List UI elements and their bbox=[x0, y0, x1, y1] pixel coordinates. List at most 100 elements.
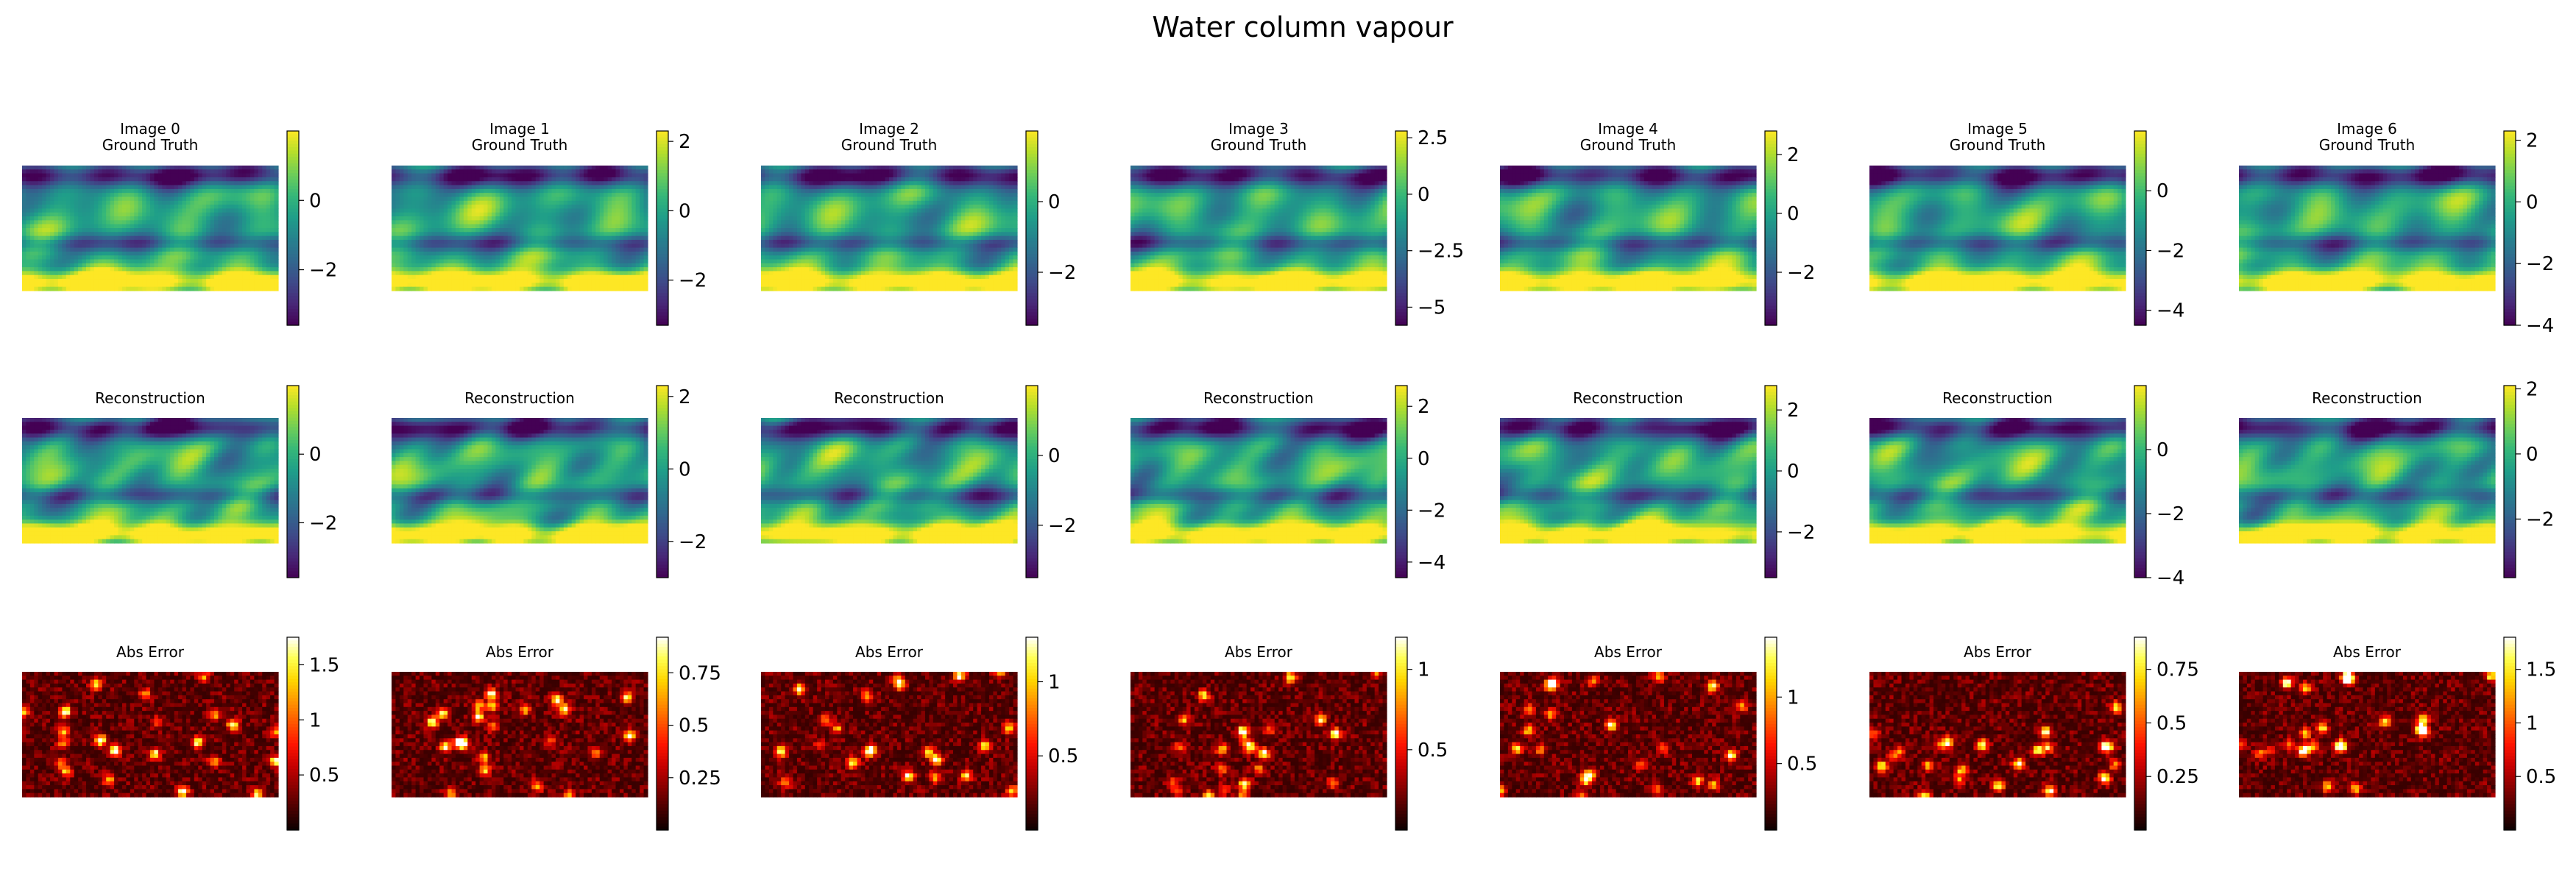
heatmap-cell bbox=[142, 228, 146, 233]
heatmap-cell bbox=[70, 260, 74, 264]
heatmap-cell bbox=[186, 283, 191, 287]
heatmap-cell bbox=[166, 208, 171, 213]
heatmap-cell bbox=[82, 181, 87, 185]
heatmap-cell bbox=[146, 185, 151, 190]
heatmap-cell bbox=[54, 224, 59, 229]
heatmap-cell bbox=[42, 205, 46, 209]
heatmap-cell bbox=[150, 177, 155, 182]
heatmap-cell bbox=[106, 169, 110, 174]
heatmap-cell bbox=[178, 197, 183, 202]
heatmap-cell bbox=[82, 208, 87, 213]
heatmap-cell bbox=[54, 189, 59, 194]
heatmap-cell bbox=[194, 224, 199, 229]
heatmap-cell bbox=[118, 189, 123, 194]
heatmap-cell bbox=[134, 275, 138, 280]
heatmap-cell bbox=[247, 174, 251, 178]
heatmap-cell bbox=[138, 197, 143, 202]
heatmap-cell bbox=[258, 174, 263, 178]
heatmap-cell bbox=[262, 185, 266, 190]
heatmap-cell bbox=[150, 166, 155, 170]
heatmap-cell bbox=[30, 185, 35, 190]
heatmap-cell bbox=[54, 174, 59, 178]
heatmap-cell bbox=[186, 240, 191, 244]
heatmap-cell bbox=[142, 189, 146, 194]
heatmap-cell bbox=[114, 181, 118, 185]
heatmap-cell bbox=[26, 220, 30, 224]
heatmap-cell bbox=[206, 236, 210, 241]
heatmap-cell bbox=[110, 224, 115, 229]
heatmap-cell bbox=[242, 279, 247, 283]
heatmap-cell bbox=[82, 193, 87, 197]
heatmap-cell bbox=[142, 244, 146, 248]
heatmap-cell bbox=[38, 248, 43, 252]
heatmap-cell bbox=[218, 193, 222, 197]
heatmap-cell bbox=[214, 248, 219, 252]
heatmap-cell bbox=[38, 236, 43, 241]
heatmap-cell bbox=[46, 236, 51, 241]
heatmap-cell bbox=[266, 279, 271, 283]
heatmap-cell bbox=[114, 220, 118, 224]
heatmap-cell bbox=[230, 252, 235, 256]
heatmap-cell bbox=[183, 267, 187, 272]
heatmap-cell bbox=[183, 252, 187, 256]
heatmap-cell bbox=[178, 224, 183, 229]
heatmap-cell bbox=[26, 287, 30, 291]
heatmap-cell bbox=[38, 181, 43, 185]
heatmap-cell bbox=[198, 197, 202, 202]
heatmap-cell bbox=[230, 271, 235, 275]
heatmap-cell bbox=[183, 193, 187, 197]
heatmap-cell bbox=[98, 240, 102, 244]
heatmap-cell bbox=[170, 201, 174, 205]
heatmap-cell bbox=[54, 166, 59, 170]
heatmap-cell bbox=[58, 208, 63, 213]
heatmap-cell bbox=[38, 422, 43, 426]
heatmap-cell bbox=[122, 279, 127, 283]
heatmap-cell bbox=[202, 260, 207, 264]
heatmap-cell bbox=[30, 177, 35, 182]
heatmap-cell bbox=[66, 418, 71, 422]
heatmap-cell bbox=[242, 224, 247, 229]
heatmap-cell bbox=[114, 260, 118, 264]
heatmap-cell bbox=[230, 275, 235, 280]
heatmap-cell bbox=[50, 418, 54, 422]
colorbar-tick-label: −2 bbox=[309, 260, 337, 282]
heatmap-cell bbox=[210, 201, 215, 205]
heatmap-cell bbox=[42, 193, 46, 197]
heatmap-cell bbox=[138, 244, 143, 248]
heatmap-cell bbox=[46, 422, 51, 426]
heatmap-cell bbox=[26, 240, 30, 244]
heatmap-cell bbox=[154, 169, 158, 174]
heatmap-cell bbox=[38, 201, 43, 205]
heatmap-cell bbox=[90, 248, 94, 252]
heatmap-cell bbox=[242, 193, 247, 197]
heatmap-cell bbox=[102, 185, 107, 190]
heatmap-cell bbox=[102, 177, 107, 182]
heatmap-cell bbox=[94, 267, 99, 272]
heatmap-cell bbox=[247, 197, 251, 202]
heatmap-cell bbox=[218, 267, 222, 272]
heatmap-cell bbox=[38, 263, 43, 268]
heatmap-cell bbox=[194, 193, 199, 197]
heatmap-cell bbox=[266, 213, 271, 217]
heatmap-cell bbox=[206, 248, 210, 252]
heatmap-cell bbox=[46, 232, 51, 236]
heatmap-cell bbox=[146, 279, 151, 283]
heatmap-cell bbox=[126, 260, 130, 264]
heatmap-cell bbox=[166, 271, 171, 275]
heatmap-cell bbox=[58, 201, 63, 205]
heatmap-cell bbox=[42, 271, 46, 275]
heatmap-cell bbox=[218, 201, 222, 205]
heatmap-cell bbox=[142, 252, 146, 256]
heatmap-cell bbox=[242, 248, 247, 252]
heatmap-cell bbox=[262, 279, 266, 283]
heatmap-cell bbox=[138, 236, 143, 241]
heatmap-cell bbox=[154, 418, 158, 422]
heatmap-cell bbox=[34, 263, 38, 268]
heatmap-cell bbox=[275, 252, 279, 256]
heatmap-cell bbox=[146, 169, 151, 174]
heatmap-cell bbox=[26, 216, 30, 221]
heatmap-cell bbox=[210, 197, 215, 202]
heatmap-cell bbox=[186, 287, 191, 291]
heatmap-cell bbox=[90, 216, 94, 221]
heatmap-cell bbox=[247, 279, 251, 283]
